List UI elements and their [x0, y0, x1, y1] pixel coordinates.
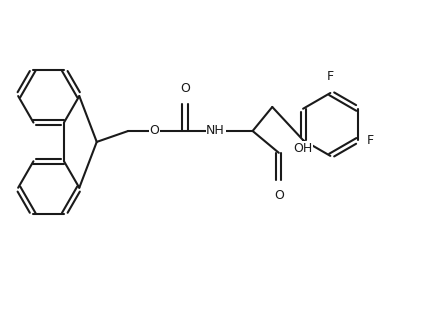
Text: F: F [327, 70, 334, 83]
Text: O: O [149, 125, 159, 138]
Text: O: O [274, 188, 284, 202]
Text: F: F [367, 134, 374, 147]
Text: O: O [180, 82, 190, 95]
Text: OH: OH [293, 142, 312, 155]
Text: NH: NH [206, 125, 225, 138]
